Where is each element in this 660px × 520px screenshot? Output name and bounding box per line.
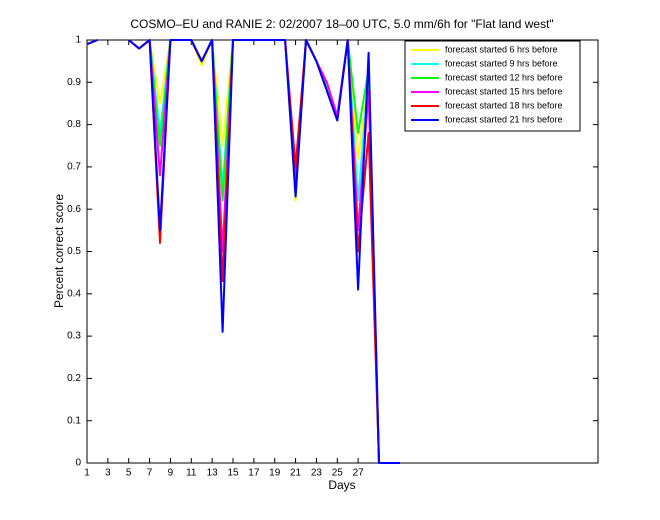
- y-tick-label: 0.6: [67, 204, 81, 215]
- chart-title: COSMO–EU and RANIE 2: 02/2007 18–00 UTC,…: [130, 17, 553, 31]
- series-line: [86, 39, 400, 464]
- x-tick-label: 5: [126, 468, 132, 479]
- x-tick-label: 17: [248, 468, 260, 479]
- x-tick-label: 1: [84, 468, 90, 479]
- x-tick-label: 21: [290, 468, 302, 479]
- legend-label: forecast started 12 hrs before: [445, 72, 563, 82]
- y-tick-label: 0.8: [67, 119, 81, 130]
- x-tick-label: 11: [186, 468, 197, 479]
- y-axis-label: Percent correct score: [52, 194, 66, 308]
- legend-label: forecast started 6 hrs before: [445, 44, 558, 54]
- x-tick-label: 7: [147, 468, 153, 479]
- legend-box: [404, 40, 581, 132]
- y-tick-label: 0.2: [67, 373, 81, 384]
- x-tick-label: 13: [207, 468, 219, 479]
- x-tick-label: 9: [168, 468, 174, 479]
- y-tick-label: 0.7: [67, 162, 81, 173]
- y-tick-label: 1: [75, 35, 81, 46]
- legend-label: forecast started 9 hrs before: [445, 58, 558, 68]
- legend-label: forecast started 21 hrs before: [445, 114, 563, 124]
- x-tick-label: 15: [227, 468, 239, 479]
- x-axis-label: Days: [328, 478, 355, 492]
- x-tick-label: 27: [353, 468, 365, 479]
- x-tick-label: 3: [105, 468, 111, 479]
- x-tick-label: 23: [311, 468, 323, 479]
- y-tick-label: 0.5: [67, 246, 81, 257]
- y-tick-label: 0.3: [67, 331, 81, 342]
- x-tick-label: 19: [269, 468, 281, 479]
- y-tick-label: 0.1: [67, 415, 81, 426]
- y-tick-label: 0: [75, 458, 81, 469]
- y-tick-label: 0.9: [67, 77, 81, 88]
- x-tick-label: 25: [332, 468, 344, 479]
- legend-label: forecast started 15 hrs before: [445, 86, 563, 96]
- legend-label: forecast started 18 hrs before: [445, 100, 563, 110]
- y-tick-label: 0.4: [67, 288, 81, 299]
